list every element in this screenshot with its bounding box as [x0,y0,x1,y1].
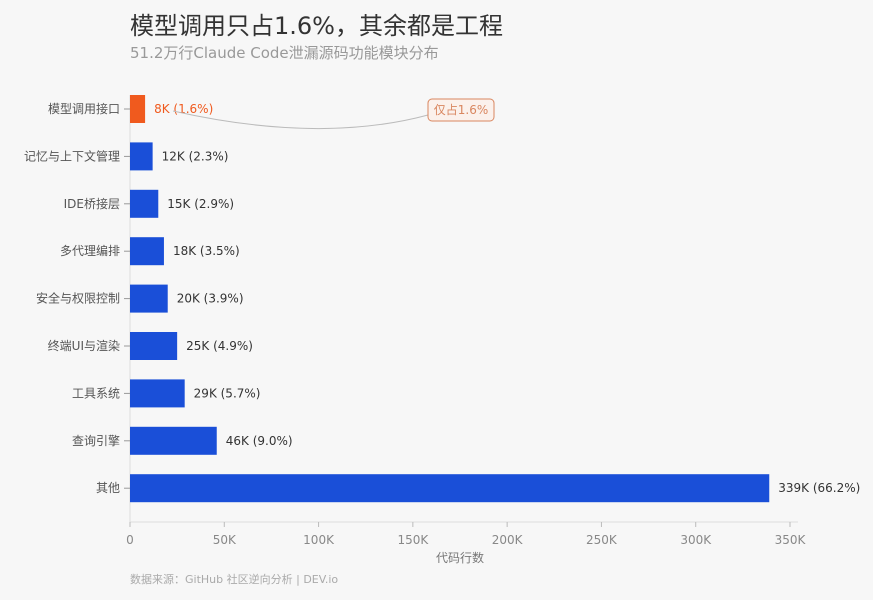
chart-subtitle: 51.2万行Claude Code泄漏源码功能模块分布 [130,44,439,62]
bar [130,142,153,171]
category-label: 终端UI与渲染 [48,338,120,353]
bar [130,379,185,408]
category-label: 多代理编排 [60,243,120,258]
source-note: 数据来源：GitHub 社区逆向分析 | DEV.io [130,573,339,586]
bar [130,95,146,123]
x-tick-label: 200K [492,533,524,547]
bar [130,284,168,313]
annotation-box [427,98,495,122]
x-tick-label: 100K [303,533,335,547]
data-label: 18K (3.5%) [173,244,240,258]
data-label: 20K (3.9%) [177,292,244,306]
category-label: 模型调用接口 [48,101,120,116]
chart-title: 模型调用只占1.6%，其余都是工程 [130,12,503,40]
x-tick-label: 350K [775,533,807,547]
x-tick-label: 250K [586,533,618,547]
bar [130,474,770,503]
annotation-connector [172,110,429,130]
x-tick-label: 50K [213,533,237,547]
category-label: 查询引擎 [72,433,120,448]
data-label: 8K (1.6%) [154,102,213,116]
data-label: 25K (4.9%) [186,339,253,353]
x-tick-label: 0 [126,533,134,547]
data-label: 15K (2.9%) [167,197,234,211]
category-label: 安全与权限控制 [36,291,120,306]
bar [130,189,159,218]
category-label: IDE桥接层 [64,196,120,211]
annotation-text: 仅占1.6% [434,102,489,117]
category-label: 工具系统 [72,386,120,400]
bar [130,426,217,455]
bar [130,332,178,360]
x-tick-label: 300K [680,533,712,547]
category-label: 记忆与上下文管理 [24,148,120,163]
data-label: 46K (9.0%) [226,434,293,448]
x-tick-label: 150K [397,533,429,547]
data-label: 29K (5.7%) [194,386,261,400]
x-axis-title: 代码行数 [436,550,484,565]
category-label: 其他 [96,481,120,495]
data-label: 339K (66.2%) [778,481,860,495]
data-label: 12K (2.3%) [162,149,229,163]
bar [130,237,164,266]
